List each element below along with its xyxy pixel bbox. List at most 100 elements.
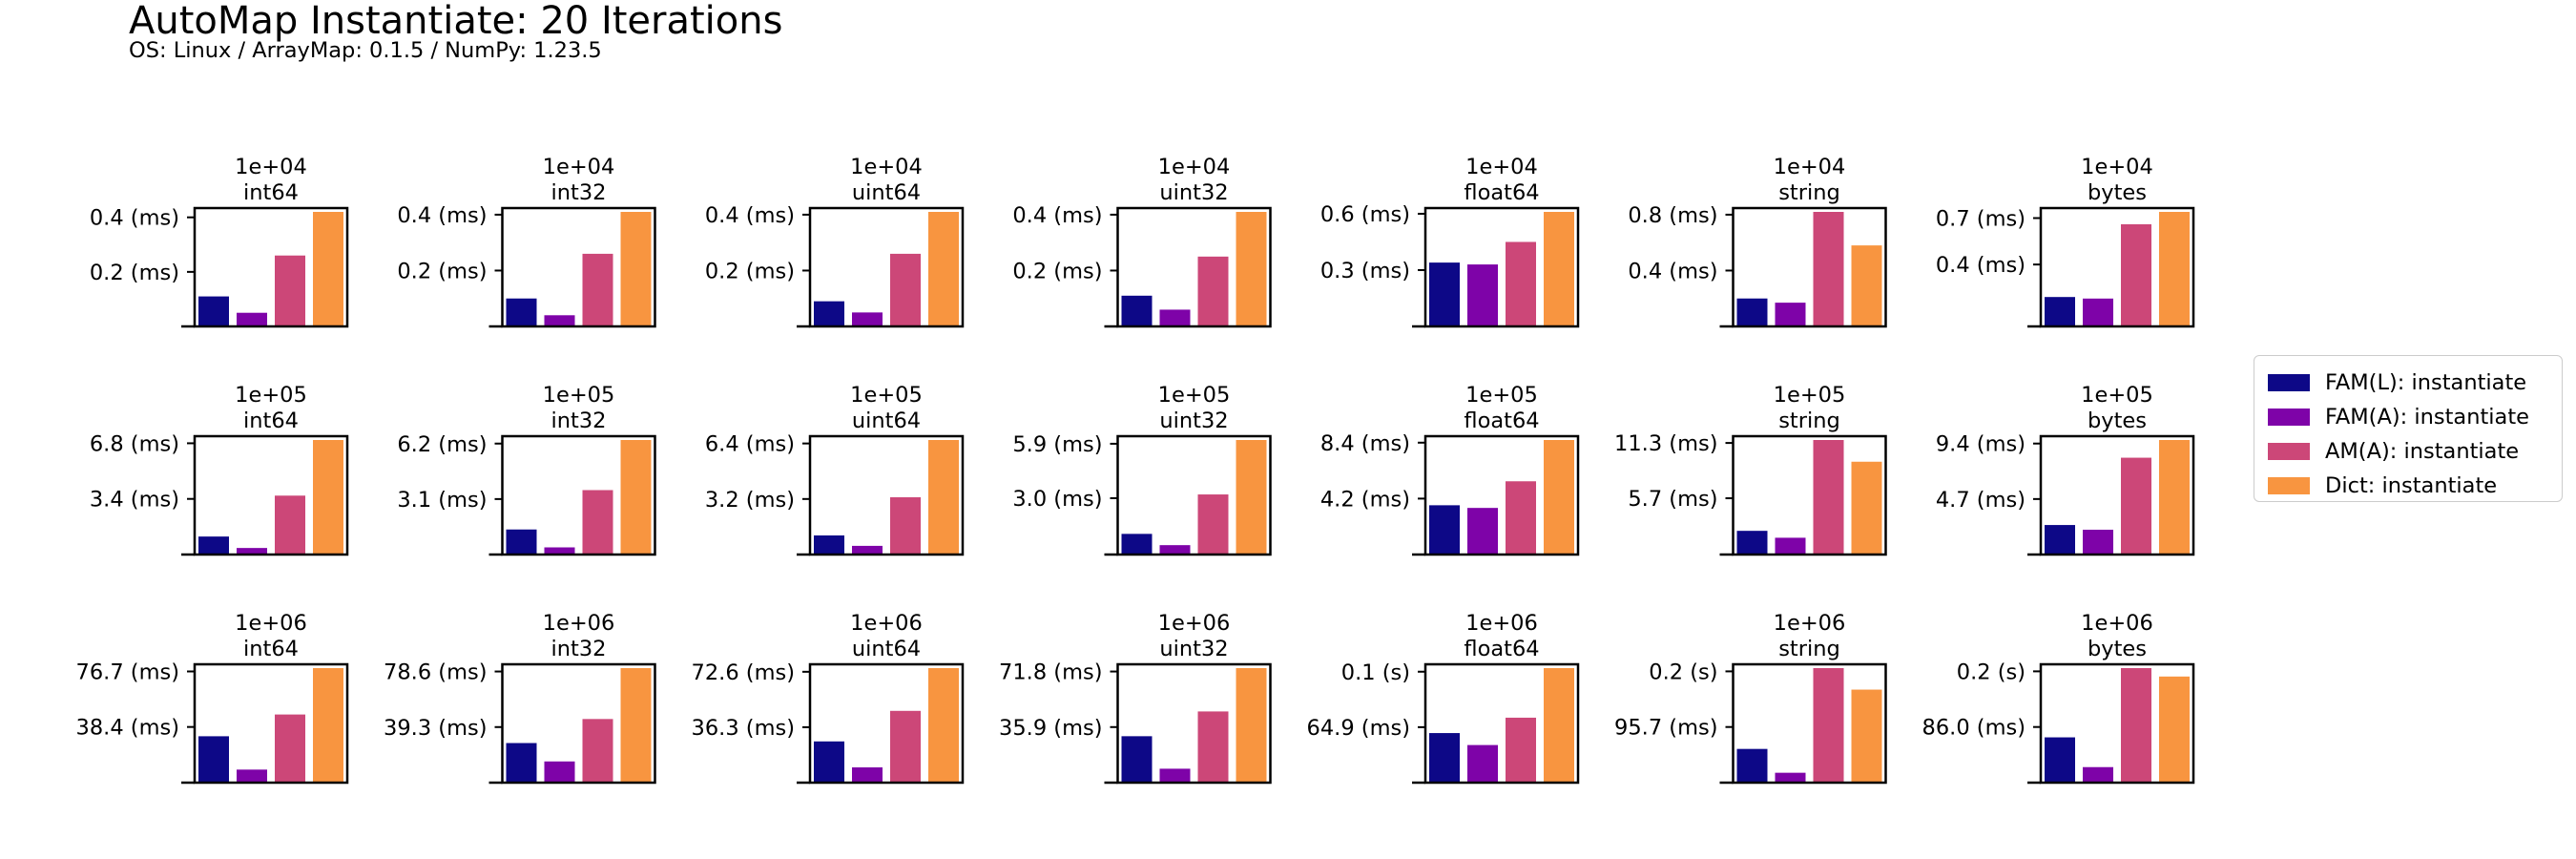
y-tick-label: 0.2 (s) [1649, 660, 1717, 684]
bar [1506, 481, 1536, 555]
subplot-title-dtype: uint32 [1159, 180, 1228, 205]
bar [2159, 440, 2190, 555]
bar [582, 719, 613, 783]
bar [1467, 264, 1498, 326]
subplot-title-dtype: int64 [243, 409, 299, 433]
bar [237, 769, 267, 783]
subplot-title-dtype: string [1778, 180, 1840, 205]
y-tick-label: 3.0 (ms) [1012, 487, 1102, 512]
subplot-title-dtype: float64 [1464, 180, 1539, 205]
subplot-title-dtype: bytes [2088, 637, 2147, 661]
y-tick-label: 11.3 (ms) [1614, 431, 1717, 456]
bar [1121, 736, 1153, 783]
y-tick-label: 72.6 (ms) [692, 660, 795, 685]
legend-swatch-dict [2268, 477, 2310, 494]
bar [2159, 212, 2190, 326]
subplot-title-size: 1e+05 [2081, 383, 2153, 408]
axes-frame [808, 434, 965, 556]
y-tick-label: 0.1 (s) [1341, 660, 1410, 685]
bar [1544, 212, 1574, 326]
bar [1429, 262, 1460, 326]
bar [1506, 717, 1536, 783]
bar [2083, 766, 2113, 783]
y-tick-label: 71.8 (ms) [999, 660, 1102, 685]
y-tick-label: 0.8 (ms) [1628, 203, 1717, 228]
bar [1506, 241, 1536, 326]
y-tick-label: 0.4 (ms) [1628, 259, 1717, 283]
subplot-title-dtype: int32 [551, 409, 607, 433]
subplot-title-size: 1e+04 [1774, 155, 1846, 179]
axes-frame [1732, 206, 1887, 328]
y-tick-label: 6.2 (ms) [397, 432, 487, 457]
subplot-title-size: 1e+04 [850, 155, 923, 179]
subplot-title-size: 1e+06 [850, 611, 923, 636]
y-tick-label: 9.4 (ms) [1936, 432, 2025, 457]
bar [620, 440, 652, 555]
y-tick-label: 39.3 (ms) [384, 716, 487, 741]
axes-frame [2039, 434, 2195, 556]
y-tick-label: 0.2 (ms) [397, 259, 487, 283]
axes-frame [1423, 434, 1580, 556]
subplot-title-size: 1e+06 [543, 611, 615, 636]
y-tick-label: 36.3 (ms) [692, 716, 795, 741]
bar [2083, 298, 2113, 326]
bar [1736, 531, 1768, 555]
bar [2045, 737, 2075, 783]
bar [544, 315, 575, 326]
bar [237, 548, 267, 555]
legend: FAM(L): instantiate FAM(A): instantiate … [2254, 355, 2563, 502]
bar [928, 212, 959, 326]
subplot-title-size: 1e+04 [1465, 155, 1538, 179]
axes-frame [1732, 434, 1887, 556]
bar [2121, 457, 2151, 555]
bar [198, 536, 229, 555]
y-tick-label: 0.2 (s) [1957, 660, 2025, 684]
bar [1851, 461, 1882, 555]
y-tick-label: 3.2 (ms) [705, 488, 795, 513]
bar [620, 212, 652, 326]
bar [814, 301, 844, 326]
bar [814, 741, 844, 783]
axes-frame [808, 662, 965, 785]
bar [506, 529, 537, 555]
bar [2045, 525, 2075, 555]
legend-label-fam-l: FAM(L): instantiate [2325, 370, 2527, 395]
bar [1159, 545, 1191, 555]
bar [1121, 534, 1153, 555]
axes-frame [501, 662, 656, 785]
bar [890, 253, 921, 326]
subplot-title-dtype: bytes [2088, 409, 2147, 433]
subplot-title-dtype: uint64 [852, 637, 921, 661]
axes-frame [193, 206, 349, 328]
y-tick-label: 5.9 (ms) [1012, 432, 1102, 457]
legend-label-am-a: AM(A): instantiate [2325, 439, 2520, 464]
subplot-title-size: 1e+05 [850, 383, 923, 408]
bar [313, 212, 343, 326]
bar [852, 312, 883, 326]
bar [275, 255, 305, 326]
subplot-title-dtype: int32 [551, 180, 607, 205]
bar [1197, 494, 1229, 555]
axes-frame [1423, 662, 1580, 785]
bar [1544, 668, 1574, 783]
legend-item-fam-a: FAM(A): instantiate [2268, 402, 2529, 432]
subplot-title-dtype: uint64 [852, 180, 921, 205]
bar [2121, 223, 2151, 326]
subplot-title-dtype: uint32 [1159, 637, 1228, 661]
subplot-title-dtype: uint64 [852, 409, 921, 433]
y-tick-label: 0.7 (ms) [1936, 206, 2025, 231]
y-tick-label: 95.7 (ms) [1614, 716, 1717, 741]
y-tick-label: 35.9 (ms) [999, 716, 1102, 741]
bar [928, 668, 959, 783]
y-tick-label: 6.4 (ms) [705, 432, 795, 457]
bar [2121, 668, 2151, 783]
